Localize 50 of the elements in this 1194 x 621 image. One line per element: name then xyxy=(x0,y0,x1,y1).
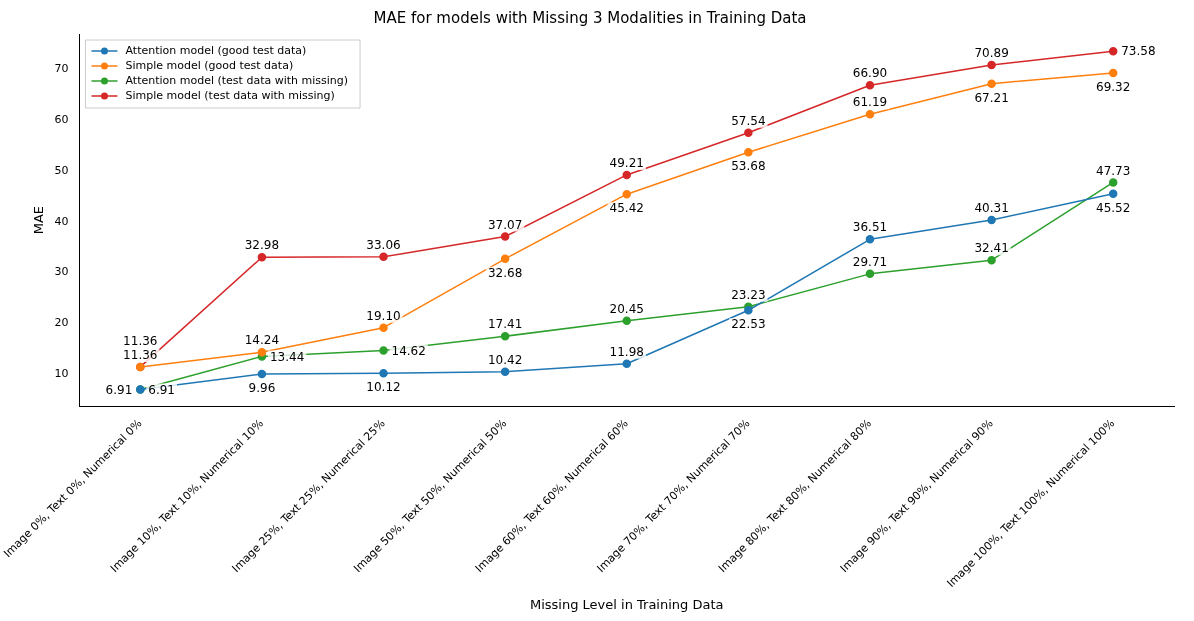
data-label: 49.21 xyxy=(609,156,644,171)
legend-label: Attention model (good test data) xyxy=(125,43,307,57)
data-label: 66.90 xyxy=(852,66,888,81)
y-tick-label: 30 xyxy=(54,265,69,279)
data-label: 13.44 xyxy=(269,349,305,364)
data-label: 53.68 xyxy=(731,159,766,174)
data-label: 47.73 xyxy=(1096,163,1131,178)
y-tick-label: 60 xyxy=(54,113,69,127)
data-label: 69.32 xyxy=(1096,80,1131,95)
data-label: 57.54 xyxy=(731,113,766,128)
data-label: 17.41 xyxy=(487,317,523,332)
data-label: 33.06 xyxy=(366,237,401,252)
y-tick-label: 70 xyxy=(54,62,69,76)
data-label: 70.89 xyxy=(974,46,1009,61)
data-label: 19.10 xyxy=(366,308,401,323)
y-tick-label: 10 xyxy=(54,366,69,380)
y-tick-label: 40 xyxy=(54,214,69,228)
data-label: 14.62 xyxy=(391,343,426,358)
legend-label: Simple model (good test data) xyxy=(125,58,294,72)
data-label: 32.41 xyxy=(974,241,1009,256)
y-tick-label: 50 xyxy=(54,163,69,177)
y-tick-label: 20 xyxy=(54,315,69,329)
legend-label: Simple model (test data with missing) xyxy=(125,88,335,102)
data-label: 22.53 xyxy=(731,317,766,332)
data-label: 32.98 xyxy=(244,238,280,253)
data-label: 61.19 xyxy=(852,95,888,110)
data-label: 23.23 xyxy=(731,287,766,302)
data-label: 10.12 xyxy=(366,380,401,395)
chart-title: MAE for models with Missing 3 Modalities in Training Data xyxy=(373,8,807,27)
legend-label: Attention model (test data with missing) xyxy=(125,73,349,87)
data-label: 73.58 xyxy=(1121,44,1156,59)
data-label: 20.45 xyxy=(609,301,644,316)
data-label: 45.42 xyxy=(609,201,644,216)
data-label: 6.91 xyxy=(148,382,176,397)
data-label: 67.21 xyxy=(974,90,1009,105)
data-label: 36.51 xyxy=(852,220,888,235)
data-label: 45.52 xyxy=(1096,200,1131,215)
data-label: 9.96 xyxy=(248,381,276,396)
y-axis-title: MAE xyxy=(31,205,47,235)
data-label: 40.31 xyxy=(974,201,1009,216)
data-label: 6.91 xyxy=(105,382,133,397)
data-label: 11.36 xyxy=(123,334,158,349)
data-label: 29.71 xyxy=(852,254,888,269)
x-axis-title: Missing Level in Training Data xyxy=(529,596,724,612)
data-label: 14.24 xyxy=(244,333,280,348)
data-label: 32.68 xyxy=(487,265,523,280)
data-label: 37.07 xyxy=(487,217,523,232)
data-label: 11.36 xyxy=(123,348,158,363)
data-label: 10.42 xyxy=(487,352,523,367)
data-label: 11.98 xyxy=(609,344,644,359)
